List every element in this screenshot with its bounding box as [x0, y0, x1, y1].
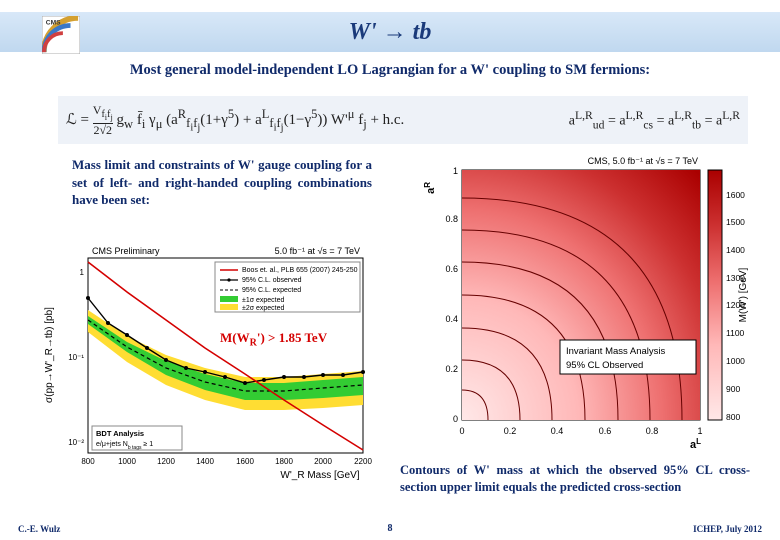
svg-text:800: 800 — [81, 457, 95, 466]
svg-text:10⁻²: 10⁻² — [68, 438, 84, 447]
left-chart-xlabel: W'_R Mass [GeV] — [280, 470, 359, 481]
svg-text:1400: 1400 — [726, 245, 745, 255]
svg-text:1100: 1100 — [726, 328, 745, 338]
mass-limit-paragraph: Mass limit and constraints of W' gauge c… — [72, 156, 372, 209]
svg-text:1600: 1600 — [236, 457, 254, 466]
svg-text:1800: 1800 — [275, 457, 293, 466]
svg-text:10⁻¹: 10⁻¹ — [68, 353, 84, 362]
svg-text:1000: 1000 — [118, 457, 136, 466]
colorbar — [708, 170, 722, 420]
left-chart-lumi: 5.0 fb⁻¹ at √s = 7 TeV — [275, 246, 360, 256]
svg-text:0.6: 0.6 — [599, 426, 612, 436]
svg-text:1000: 1000 — [726, 356, 745, 366]
svg-text:95% C.L. observed: 95% C.L. observed — [242, 277, 302, 284]
contour-chart: CMS, 5.0 fb⁻¹ at √s = 7 TeV 0 0.2 0.4 0.6 0 — [420, 150, 750, 450]
svg-text:1: 1 — [80, 268, 85, 277]
svg-text:1600: 1600 — [726, 190, 745, 200]
header-bar: CMS W' → tb — [0, 12, 780, 52]
left-chart-legend: Boos et. al., PLB 655 (2007) 245-250 95%… — [215, 262, 360, 312]
svg-text:1400: 1400 — [196, 457, 214, 466]
right-chart-zlabel: M(W') [GeV] — [738, 267, 749, 322]
svg-text:0.8: 0.8 — [445, 214, 458, 224]
svg-text:1: 1 — [697, 426, 702, 436]
mwr-limit-label: M(WR') > 1.85 TeV — [220, 330, 327, 349]
svg-text:Invariant Mass Analysis: Invariant Mass Analysis — [566, 346, 666, 357]
cross-section-chart: CMS Preliminary 5.0 fb⁻¹ at √s = 7 TeV σ… — [40, 240, 390, 490]
footer-page-number: 8 — [0, 523, 780, 534]
svg-text:1200: 1200 — [157, 457, 175, 466]
cms-logo: CMS — [42, 16, 80, 54]
svg-text:1500: 1500 — [726, 217, 745, 227]
page-title: W' → tb — [349, 19, 432, 46]
left-chart-title: CMS Preliminary — [92, 246, 160, 256]
svg-text:±1σ expected: ±1σ expected — [242, 297, 285, 304]
svg-text:2200: 2200 — [354, 457, 372, 466]
svg-text:0.2: 0.2 — [504, 426, 517, 436]
svg-text:0.4: 0.4 — [551, 426, 564, 436]
svg-text:0.4: 0.4 — [445, 314, 458, 324]
right-chart-inner-label: Invariant Mass Analysis 95% CL Observed — [560, 340, 696, 374]
svg-text:CMS: CMS — [46, 20, 61, 27]
formula-main: ℒ = Vfifj2√2 gw f̄i γμ (aRfifj(1+γ5) + a… — [66, 104, 404, 137]
subtitle-text: Most general model-independent LO Lagran… — [0, 62, 780, 79]
svg-text:0: 0 — [459, 426, 464, 436]
svg-text:900: 900 — [726, 384, 740, 394]
formula-block: ℒ = Vfifj2√2 gw f̄i γμ (aRfifj(1+γ5) + a… — [58, 96, 748, 144]
contours-paragraph: Contours of W' mass at which the observe… — [400, 462, 750, 496]
svg-text:1: 1 — [453, 166, 458, 176]
svg-text:0.8: 0.8 — [646, 426, 659, 436]
formula-side: aL,Rud = aL,Rcs = aL,Rtb = aL,R — [569, 109, 740, 131]
footer-conference: ICHEP, July 2012 — [693, 524, 762, 534]
svg-text:800: 800 — [726, 412, 740, 422]
svg-text:0.2: 0.2 — [445, 364, 458, 374]
svg-text:Boos et. al., PLB 655 (2007) 2: Boos et. al., PLB 655 (2007) 245-250 — [242, 267, 358, 274]
right-chart-title: CMS, 5.0 fb⁻¹ at √s = 7 TeV — [588, 156, 698, 166]
left-chart-ylabel: σ(pp→W'_R→tb) [pb] — [44, 307, 55, 403]
svg-text:BDT Analysis: BDT Analysis — [96, 429, 144, 438]
svg-text:±2σ expected: ±2σ expected — [242, 305, 285, 312]
bdt-label: BDT Analysis e/μ+jets Nb tags ≥ 1 — [92, 426, 182, 451]
svg-text:0.6: 0.6 — [445, 264, 458, 274]
svg-text:0: 0 — [453, 414, 458, 424]
svg-text:95% C.L. expected: 95% C.L. expected — [242, 287, 301, 294]
svg-text:95% CL Observed: 95% CL Observed — [566, 360, 643, 371]
svg-text:2000: 2000 — [314, 457, 332, 466]
